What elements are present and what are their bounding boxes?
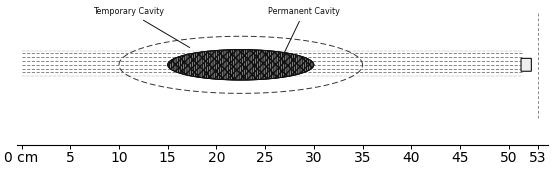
FancyBboxPatch shape [521,58,532,71]
Text: Temporary Cavity: Temporary Cavity [93,7,190,47]
Text: Permanent Cavity: Permanent Cavity [268,7,340,60]
Ellipse shape [168,50,314,80]
